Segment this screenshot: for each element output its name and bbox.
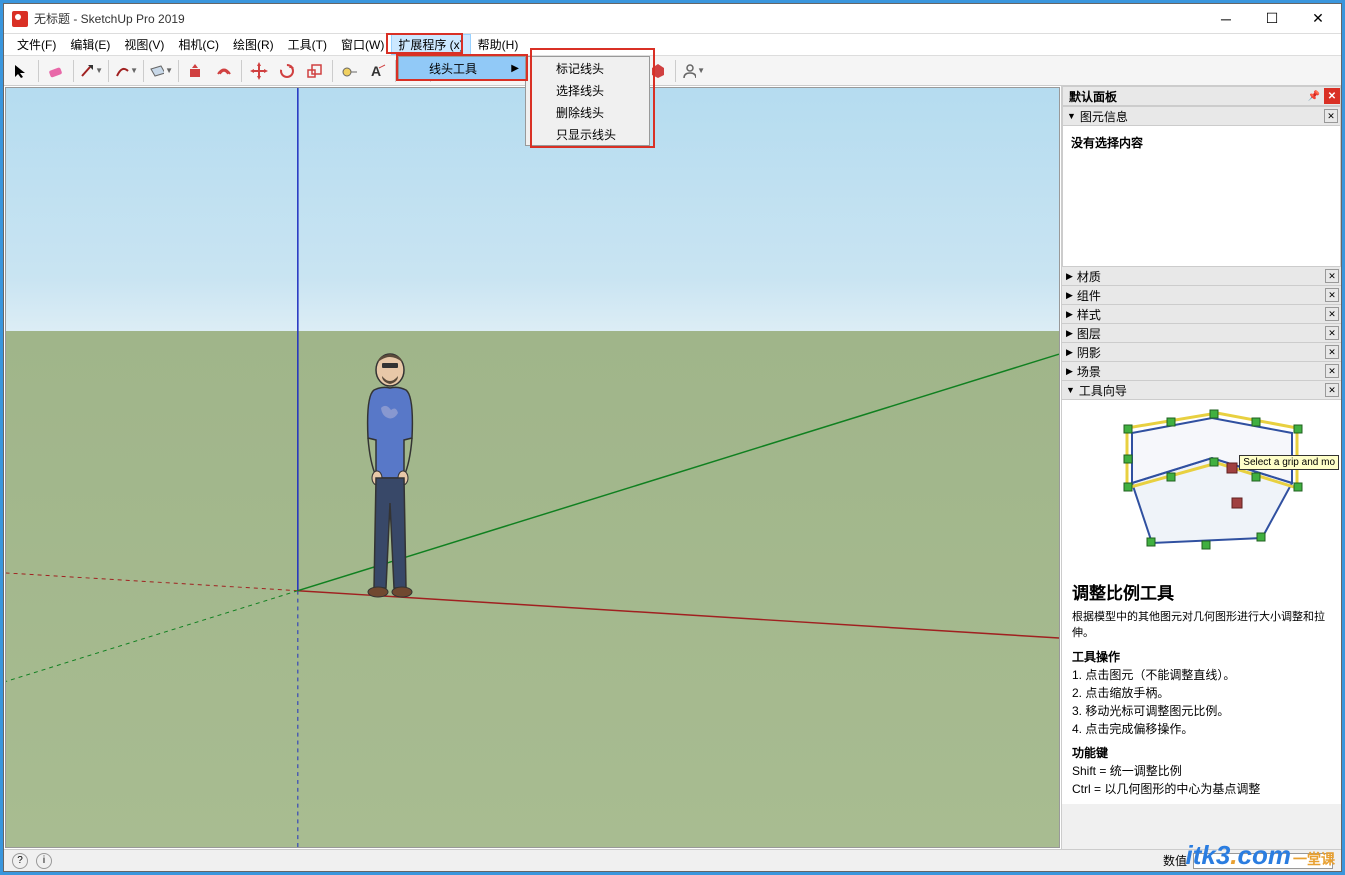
key-hint: Ctrl = 以几何图形的中心为基点调整	[1072, 780, 1331, 798]
app-window: 无标题 - SketchUp Pro 2019 ─ ☐ ✕ 文件(F) 编辑(E…	[3, 3, 1342, 872]
section-close-button[interactable]: ✕	[1324, 109, 1338, 123]
window-title: 无标题 - SketchUp Pro 2019	[34, 10, 1203, 27]
select-tool[interactable]	[8, 58, 34, 84]
submenu-mark[interactable]: 标记线头	[526, 57, 649, 79]
section-close-button[interactable]: ✕	[1325, 345, 1339, 359]
section-header-components[interactable]: ▶组件✕	[1062, 286, 1341, 305]
panel-close-button[interactable]: ✕	[1324, 88, 1340, 104]
arc-tool[interactable]: ▼	[113, 58, 139, 84]
section-header-shadows[interactable]: ▶阴影✕	[1062, 343, 1341, 362]
maximize-button[interactable]: ☐	[1249, 4, 1295, 34]
separator	[178, 60, 179, 82]
instructor-illustration: Select a grip and mo	[1062, 400, 1341, 575]
text-tool[interactable]: A	[365, 58, 391, 84]
extension-submenu: 线头工具 ▶	[398, 56, 526, 80]
collapsed-sections: ▶材质✕ ▶组件✕ ▶样式✕ ▶图层✕ ▶阴影✕ ▶场景✕ ▼工具向导✕	[1062, 267, 1341, 400]
section-header-scenes[interactable]: ▶场景✕	[1062, 362, 1341, 381]
separator	[332, 60, 333, 82]
op-step: 4. 点击完成偏移操作。	[1072, 720, 1331, 738]
user-tool[interactable]: ▼	[680, 58, 706, 84]
section-close-button[interactable]: ✕	[1325, 383, 1339, 397]
panel-title: 默认面板	[1069, 88, 1117, 105]
section-close-button[interactable]: ✕	[1325, 364, 1339, 378]
op-step: 1. 点击图元（不能调整直线）。	[1072, 666, 1331, 684]
collapse-icon: ▼	[1067, 111, 1076, 121]
menu-extensions[interactable]: 扩展程序 (x)	[391, 34, 470, 55]
instructor-text: 调整比例工具 根据模型中的其他图元对几何图形进行大小调整和拉伸。 工具操作 1.…	[1062, 575, 1341, 804]
minimize-button[interactable]: ─	[1203, 4, 1249, 34]
rotate-tool[interactable]	[274, 58, 300, 84]
menu-window[interactable]: 窗口(W)	[334, 34, 391, 55]
entity-info-section: ▼ 图元信息 ✕ 没有选择内容	[1062, 106, 1341, 267]
stray-lines-submenu: 标记线头 选择线头 删除线头 只显示线头	[525, 56, 650, 146]
instructor-tooltip: Select a grip and mo	[1239, 455, 1339, 470]
viewport-3d[interactable]	[5, 87, 1060, 848]
menu-help[interactable]: 帮助(H)	[471, 34, 526, 55]
section-header-layers[interactable]: ▶图层✕	[1062, 324, 1341, 343]
line-tool[interactable]: ▼	[78, 58, 104, 84]
separator	[143, 60, 144, 82]
offset-tool[interactable]	[211, 58, 237, 84]
menu-camera[interactable]: 相机(C)	[171, 34, 226, 55]
instructor-heading: 调整比例工具	[1072, 581, 1331, 607]
entity-info-content: 没有选择内容	[1063, 126, 1340, 266]
keys-title: 功能键	[1072, 744, 1331, 762]
pushpull-tool[interactable]	[183, 58, 209, 84]
op-step: 2. 点击缩放手柄。	[1072, 684, 1331, 702]
toolbar: ▼ ▼ ▼ A ▼	[4, 56, 1341, 86]
pin-icon[interactable]: 📌	[1308, 91, 1320, 102]
section-close-button[interactable]: ✕	[1325, 307, 1339, 321]
key-hint: Shift = 统一调整比例	[1072, 762, 1331, 780]
scale-figure	[346, 348, 436, 608]
scale-tool[interactable]	[302, 58, 328, 84]
submenu-item-stray-lines[interactable]: 线头工具 ▶	[399, 57, 525, 79]
app-icon	[12, 11, 28, 27]
tape-tool[interactable]	[337, 58, 363, 84]
side-panel: 默认面板 📌 ✕ ▼ 图元信息 ✕ 没有选择内容 ▶材质✕ ▶组件✕ ▶样式✕ …	[1061, 86, 1341, 849]
value-label: 数值	[1163, 852, 1187, 869]
statusbar: ? i 数值	[4, 849, 1341, 871]
section-close-button[interactable]: ✕	[1325, 326, 1339, 340]
op-step: 3. 移动光标可调整图元比例。	[1072, 702, 1331, 720]
watermark: itk3.com一堂课	[1185, 840, 1335, 871]
main-area: 默认面板 📌 ✕ ▼ 图元信息 ✕ 没有选择内容 ▶材质✕ ▶组件✕ ▶样式✕ …	[4, 86, 1341, 849]
close-button[interactable]: ✕	[1295, 4, 1341, 34]
svg-text:A: A	[371, 63, 381, 79]
section-close-button[interactable]: ✕	[1325, 269, 1339, 283]
rectangle-tool[interactable]: ▼	[148, 58, 174, 84]
section-header-instructor[interactable]: ▼工具向导✕	[1062, 381, 1341, 400]
section-header-materials[interactable]: ▶材质✕	[1062, 267, 1341, 286]
info-icon[interactable]: i	[36, 853, 52, 869]
section-title: 图元信息	[1080, 108, 1128, 125]
window-controls: ─ ☐ ✕	[1203, 4, 1341, 34]
separator	[108, 60, 109, 82]
section-close-button[interactable]: ✕	[1325, 288, 1339, 302]
menu-tools[interactable]: 工具(T)	[281, 34, 334, 55]
submenu-delete[interactable]: 删除线头	[526, 101, 649, 123]
separator	[241, 60, 242, 82]
section-header-entity-info[interactable]: ▼ 图元信息 ✕	[1063, 107, 1340, 126]
move-tool[interactable]	[246, 58, 272, 84]
separator	[395, 60, 396, 82]
axes	[6, 88, 1059, 847]
instructor-sub: 根据模型中的其他图元对几何图形进行大小调整和拉伸。	[1072, 609, 1331, 642]
ops-title: 工具操作	[1072, 648, 1331, 666]
menubar: 文件(F) 编辑(E) 视图(V) 相机(C) 绘图(R) 工具(T) 窗口(W…	[4, 34, 1341, 56]
menu-file[interactable]: 文件(F)	[10, 34, 63, 55]
menu-edit[interactable]: 编辑(E)	[63, 34, 117, 55]
submenu-select[interactable]: 选择线头	[526, 79, 649, 101]
menu-draw[interactable]: 绘图(R)	[226, 34, 281, 55]
submenu-arrow-icon: ▶	[511, 63, 519, 74]
titlebar: 无标题 - SketchUp Pro 2019 ─ ☐ ✕	[4, 4, 1341, 34]
help-icon[interactable]: ?	[12, 853, 28, 869]
eraser-tool[interactable]	[43, 58, 69, 84]
submenu-show-only[interactable]: 只显示线头	[526, 123, 649, 145]
separator	[675, 60, 676, 82]
panel-title-bar: 默认面板 📌 ✕	[1062, 86, 1341, 106]
section-header-styles[interactable]: ▶样式✕	[1062, 305, 1341, 324]
menu-view[interactable]: 视图(V)	[117, 34, 171, 55]
separator	[73, 60, 74, 82]
separator	[38, 60, 39, 82]
